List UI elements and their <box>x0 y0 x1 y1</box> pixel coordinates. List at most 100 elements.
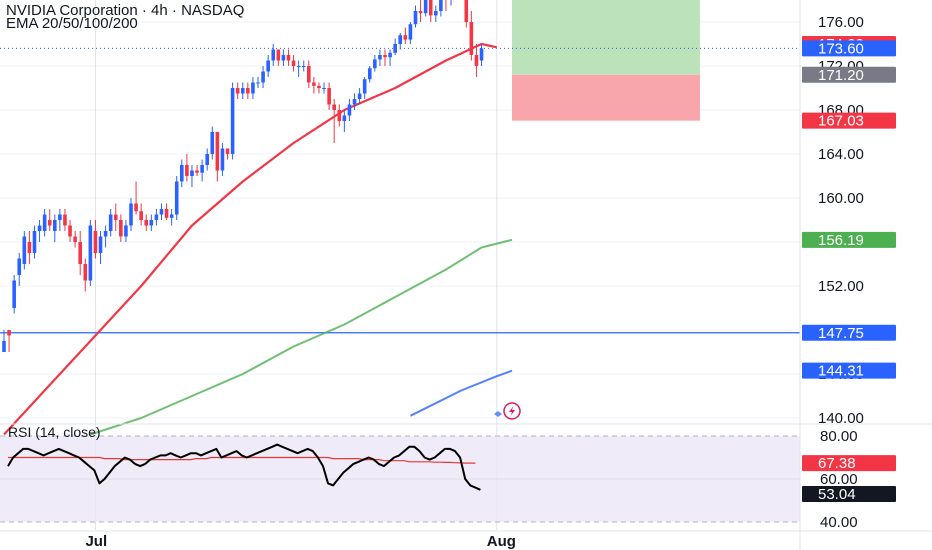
candle <box>423 0 428 17</box>
candle <box>78 231 82 275</box>
candle <box>327 82 331 110</box>
candle <box>322 82 326 94</box>
candle <box>256 77 260 88</box>
price-axis-label: 152.00 <box>818 278 864 295</box>
candle <box>434 5 438 22</box>
candle <box>108 209 113 237</box>
rsi-axis-label: 60.00 <box>820 471 858 488</box>
candle <box>73 231 77 248</box>
candle <box>388 49 392 66</box>
price-tag-text: 147.75 <box>818 325 864 342</box>
price-tag <box>802 362 896 379</box>
candle <box>154 209 159 226</box>
candle <box>403 27 408 44</box>
rsi-band <box>0 436 800 522</box>
rsi-axis-label: 40.00 <box>820 514 858 531</box>
time-axis-label: Aug <box>487 533 516 550</box>
candle <box>479 44 484 66</box>
candle <box>63 209 67 231</box>
candle <box>347 99 352 121</box>
candle <box>230 82 235 160</box>
rsi-axis-label: 80.00 <box>820 428 858 445</box>
candle <box>139 203 143 226</box>
price-tag-text: 144.31 <box>818 363 864 380</box>
candle <box>68 220 72 242</box>
candle <box>383 49 387 66</box>
candle <box>164 203 169 220</box>
price-tag <box>802 40 896 57</box>
candle <box>393 38 397 55</box>
candle <box>469 11 474 61</box>
candle <box>27 231 32 264</box>
candle <box>180 159 184 187</box>
candle <box>119 214 123 242</box>
candle <box>103 225 108 248</box>
candle <box>32 225 37 259</box>
candle <box>357 88 362 105</box>
candle <box>144 214 149 231</box>
candle <box>195 165 199 176</box>
candle <box>185 154 189 182</box>
candle <box>134 181 138 215</box>
candle <box>352 93 357 110</box>
candle <box>378 49 382 66</box>
candle <box>88 220 93 286</box>
candle <box>149 214 154 231</box>
candle <box>246 82 250 99</box>
candle <box>398 33 403 50</box>
price-tag <box>802 324 896 341</box>
candle <box>317 82 321 94</box>
candle <box>271 44 276 66</box>
time-axis-label: Jul <box>85 533 107 550</box>
candle <box>225 148 230 160</box>
price-axis-label: 164.00 <box>818 146 864 163</box>
candle <box>418 0 423 22</box>
rsi-tag-text: 53.04 <box>818 486 856 503</box>
event-marker-icon <box>494 411 502 417</box>
candle <box>281 49 286 66</box>
candle <box>215 132 220 182</box>
candle <box>129 198 133 231</box>
rsi-tag <box>802 455 896 472</box>
ema-line-100 <box>409 369 513 417</box>
earnings-flash-bolt <box>509 406 515 416</box>
candle <box>445 0 447 11</box>
candle <box>205 148 209 171</box>
rsi-title: RSI (14, close) <box>8 424 101 440</box>
rsi-tag-text: 67.38 <box>818 455 856 472</box>
candle <box>286 49 291 66</box>
candle <box>337 104 342 127</box>
candle <box>7 330 11 352</box>
price-tag-text: 171.20 <box>818 67 864 84</box>
candle <box>169 209 174 226</box>
target-zone <box>512 0 700 75</box>
price-tag-text: 173.60 <box>818 40 864 57</box>
candle <box>291 55 296 72</box>
rsi-tag <box>802 485 896 502</box>
candle <box>2 330 6 352</box>
candle <box>266 55 270 77</box>
candle <box>47 209 52 231</box>
candle <box>235 82 240 99</box>
candle <box>373 55 377 72</box>
price-tag <box>802 112 896 129</box>
candle <box>301 60 306 72</box>
candle <box>251 77 255 99</box>
price-tag-text: 167.03 <box>818 113 864 130</box>
candle <box>58 209 62 231</box>
price-axis-label: 140.00 <box>818 410 864 427</box>
candle <box>439 0 443 17</box>
candle <box>124 220 128 242</box>
candle <box>159 203 164 220</box>
candle <box>42 209 47 237</box>
candle <box>307 60 311 88</box>
candle <box>296 60 301 77</box>
candle <box>464 0 469 28</box>
price-axis-label: 176.00 <box>818 14 864 31</box>
candle <box>53 214 57 242</box>
candle <box>474 44 479 77</box>
candle <box>93 220 98 259</box>
candle <box>342 110 347 132</box>
candle <box>367 66 372 83</box>
